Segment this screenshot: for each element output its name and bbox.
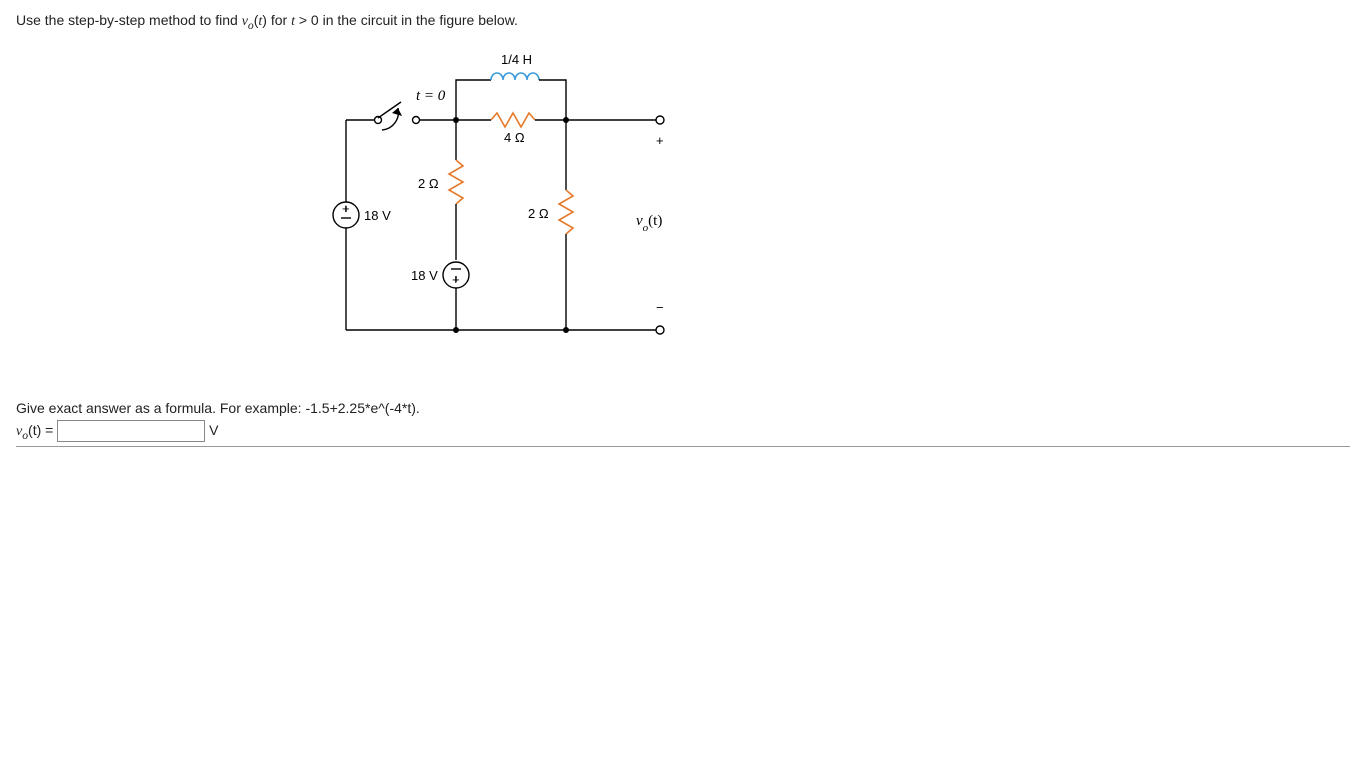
prompt-mid: ) for [262, 12, 291, 28]
prompt-prefix: Use the step-by-step method to find [16, 12, 242, 28]
src2-label: 18 V [411, 268, 438, 283]
vo-label: vo(t) [636, 213, 662, 234]
answer-input[interactable] [57, 420, 205, 442]
src2-plus-label: + [452, 272, 460, 287]
r1-label: 2 Ω [418, 176, 439, 191]
circuit-diagram: + 18 V t = 0 2 Ω + 18 V 1/4 H 4 Ω 2 Ω + … [316, 50, 1350, 370]
vo-minus: − [656, 300, 664, 315]
prompt-suffix: > 0 in the circuit in the figure below. [295, 12, 518, 28]
answer-hint: Give exact answer as a formula. For exam… [16, 400, 1350, 416]
r3-label: 2 Ω [528, 206, 549, 221]
src1-plus-label: + [342, 201, 350, 216]
answer-label: vo(t) = [16, 422, 57, 438]
inductor-label: 1/4 H [501, 52, 532, 67]
answer-section: Give exact answer as a formula. For exam… [16, 400, 1350, 447]
problem-statement: Use the step-by-step method to find vo(t… [16, 12, 1350, 32]
switch-label: t = 0 [416, 88, 446, 104]
r2-label: 4 Ω [504, 130, 525, 145]
src1-label: 18 V [364, 208, 391, 223]
answer-unit: V [209, 422, 218, 438]
vo-plus: + [656, 133, 664, 148]
